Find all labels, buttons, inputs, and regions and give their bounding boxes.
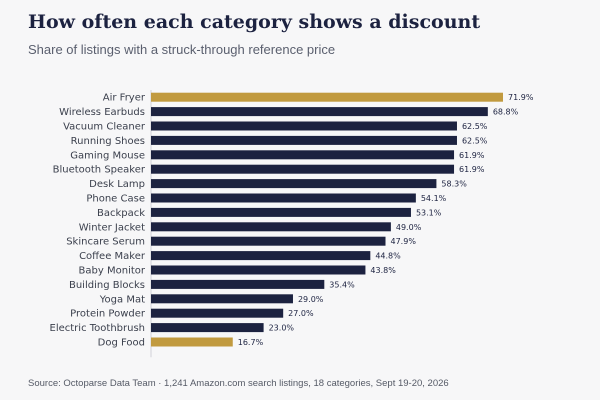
bar — [151, 337, 233, 347]
bar — [151, 308, 284, 318]
value-label: 71.9% — [508, 93, 534, 102]
bar — [151, 236, 386, 246]
bar — [151, 150, 455, 160]
bar — [151, 164, 455, 174]
value-label: 47.9% — [391, 237, 417, 246]
bar — [151, 135, 457, 145]
bar — [151, 294, 293, 304]
chart-subtitle: Share of listings with a struck-through … — [28, 42, 336, 57]
value-label: 54.1% — [421, 194, 447, 203]
bar — [151, 222, 391, 232]
bar — [151, 121, 457, 131]
category-label: Air Fryer — [103, 93, 146, 104]
category-label: Vacuum Cleaner — [63, 122, 146, 133]
category-label: Backpack — [97, 208, 145, 219]
value-label: 44.8% — [375, 252, 401, 261]
value-label: 58.3% — [441, 180, 467, 189]
category-label: Desk Lamp — [89, 179, 145, 190]
category-label: Yoga Mat — [99, 294, 145, 305]
category-label: Protein Powder — [70, 309, 146, 320]
bar — [151, 207, 411, 217]
category-label: Coffee Maker — [79, 251, 146, 262]
category-label: Winter Jacket — [79, 222, 145, 233]
bar — [151, 107, 488, 117]
category-label: Dog Food — [98, 338, 145, 349]
value-label: 62.5% — [462, 136, 488, 145]
category-label: Building Blocks — [69, 280, 145, 291]
category-label: Gaming Mouse — [70, 150, 145, 161]
value-label: 27.0% — [288, 309, 314, 318]
value-label: 29.0% — [298, 295, 324, 304]
category-label: Wireless Earbuds — [59, 107, 145, 118]
source-note: Source: Octoparse Data Team · 1,241 Amaz… — [28, 378, 449, 389]
value-label: 43.8% — [370, 266, 396, 275]
value-label: 62.5% — [462, 122, 488, 131]
bar — [151, 179, 437, 189]
category-label: Skincare Serum — [66, 237, 145, 248]
value-label: 61.9% — [459, 151, 485, 160]
bar — [151, 279, 325, 289]
chart-title: How often each category shows a discount — [28, 11, 481, 33]
bar — [151, 92, 503, 102]
value-label: 53.1% — [416, 208, 442, 217]
category-label: Phone Case — [86, 194, 145, 205]
category-label: Electric Toothbrush — [50, 323, 145, 334]
category-label: Bluetooth Speaker — [53, 165, 146, 176]
value-label: 35.4% — [329, 280, 355, 289]
bar — [151, 193, 416, 203]
value-label: 16.7% — [238, 338, 264, 347]
value-label: 23.0% — [269, 324, 295, 333]
bar — [151, 265, 366, 275]
value-label: 61.9% — [459, 165, 485, 174]
category-label: Baby Monitor — [79, 266, 146, 277]
category-label: Running Shoes — [71, 136, 145, 147]
bar — [151, 251, 371, 261]
value-label: 68.8% — [493, 108, 519, 117]
bar — [151, 323, 264, 333]
value-label: 49.0% — [396, 223, 422, 232]
